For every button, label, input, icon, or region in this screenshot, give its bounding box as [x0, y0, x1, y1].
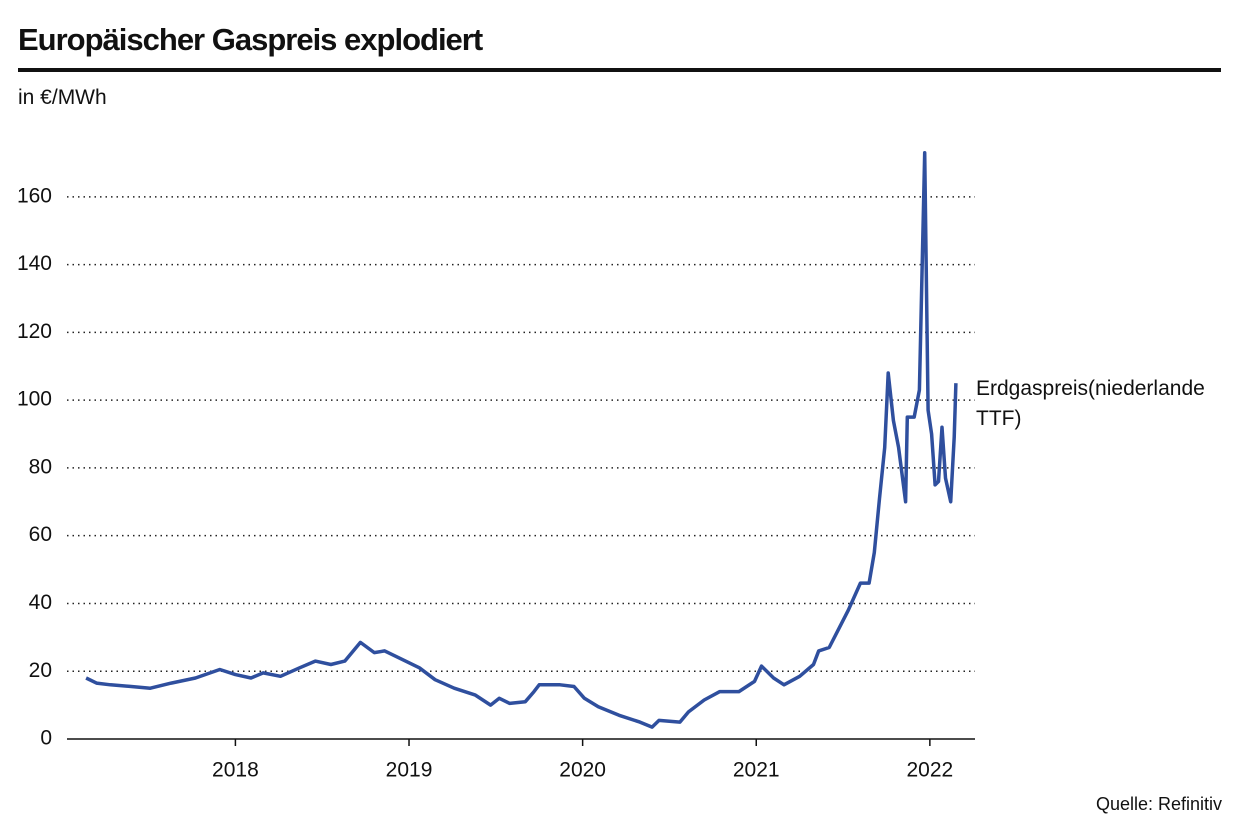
y-tick-label: 160 — [17, 184, 52, 207]
y-tick-label: 140 — [17, 252, 52, 275]
x-tick-label: 2021 — [733, 759, 780, 782]
title-rule — [18, 68, 1221, 72]
y-tick-label: 0 — [40, 727, 52, 750]
y-tick-label: 20 — [29, 659, 52, 682]
x-tick-label: 2019 — [386, 759, 433, 782]
chart-title: Europäischer Gaspreis explodiert — [18, 22, 483, 57]
x-tick-label: 2018 — [212, 759, 259, 782]
y-tick-label: 80 — [29, 455, 52, 478]
source: Quelle: Refinitiv — [1095, 794, 1222, 814]
y-tick-label: 40 — [29, 591, 52, 614]
x-tick-label: 2020 — [559, 759, 606, 782]
x-tick-label: 2022 — [907, 759, 954, 782]
y-tick-label: 100 — [17, 388, 52, 411]
unit-label: in €/MWh — [18, 86, 107, 109]
y-tick-label: 60 — [29, 523, 52, 546]
series-line — [85, 151, 958, 729]
series-label: Erdgaspreis(niederlande TTF) — [976, 377, 1205, 430]
y-tick-label: 120 — [17, 320, 52, 343]
